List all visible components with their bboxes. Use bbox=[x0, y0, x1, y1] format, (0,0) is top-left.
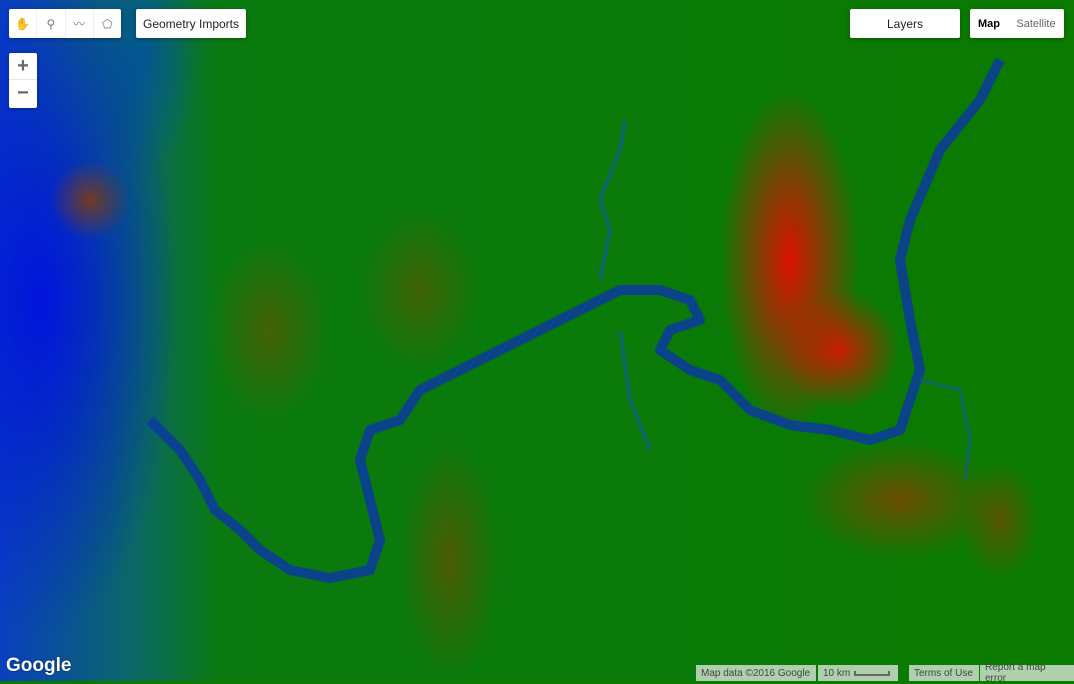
map-data-attribution: Map data ©2016 Google bbox=[696, 665, 816, 681]
drawing-toolbar: ✋ ⚲ 〰 ⬠ bbox=[9, 9, 121, 38]
polygon-icon[interactable]: ⬠ bbox=[102, 16, 113, 31]
map-type-satellite[interactable]: Satellite bbox=[1016, 17, 1056, 30]
scale-bar[interactable]: 10 km bbox=[818, 665, 898, 681]
scale-label: 10 km bbox=[823, 667, 851, 679]
terms-of-use-link[interactable]: Terms of Use bbox=[909, 665, 979, 681]
line-icon[interactable]: 〰 bbox=[66, 9, 94, 38]
zoom-out-button[interactable]: − bbox=[17, 82, 29, 104]
report-map-error-link[interactable]: Report a map error bbox=[980, 662, 1074, 684]
map-type-map[interactable]: Map bbox=[978, 17, 1000, 30]
zoom-control: + − bbox=[9, 53, 37, 108]
zoom-in-button[interactable]: + bbox=[9, 53, 37, 80]
scale-line bbox=[854, 670, 891, 676]
hand-icon[interactable]: ✋ bbox=[9, 9, 38, 38]
layers-button[interactable]: Layers bbox=[850, 9, 960, 38]
geometry-imports-button[interactable]: Geometry Imports bbox=[136, 9, 246, 38]
google-logo: Google bbox=[6, 655, 72, 676]
marker-icon[interactable]: ⚲ bbox=[37, 9, 66, 38]
map-type-control: Map Satellite bbox=[970, 9, 1064, 38]
